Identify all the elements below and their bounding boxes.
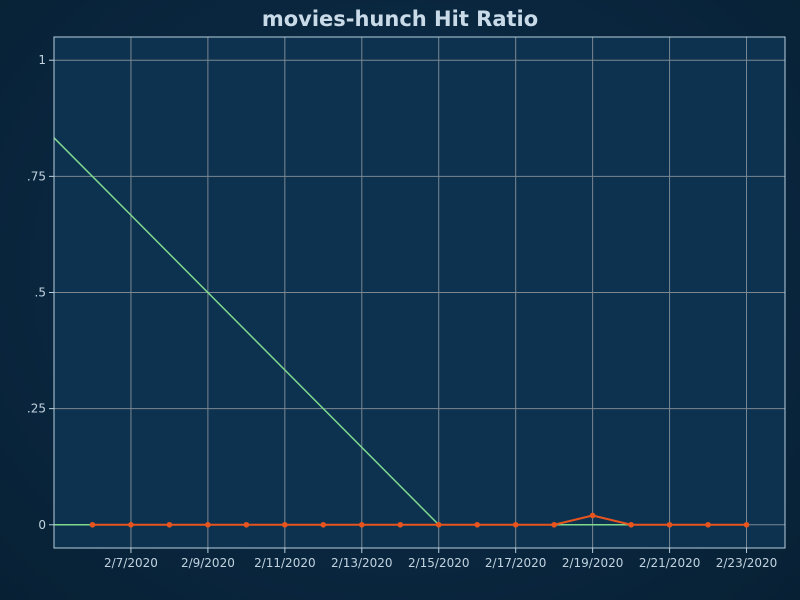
data-point[interactable] [705,521,711,528]
y-tick-label: 0 [38,518,46,532]
data-point[interactable] [282,521,288,528]
data-point[interactable] [474,521,481,528]
data-point[interactable] [358,521,365,528]
data-point[interactable] [243,521,250,528]
data-point[interactable] [666,521,673,528]
data-point[interactable] [397,521,404,528]
x-tick-label: 2/7/2020 [104,556,158,570]
data-point[interactable] [166,521,173,528]
data-point[interactable] [205,521,211,528]
data-point[interactable] [435,521,442,528]
y-tick-label: 1 [38,53,46,67]
data-point[interactable] [320,521,327,528]
x-tick-label: 2/9/2020 [181,556,235,570]
series-line [53,137,440,526]
x-tick-label: 2/19/2020 [562,556,624,570]
data-point[interactable] [551,521,557,528]
data-point[interactable] [589,512,596,519]
data-point[interactable] [128,521,134,528]
x-tick-label: 2/21/2020 [639,556,701,570]
chart-title: movies-hunch Hit Ratio [262,7,538,31]
data-point[interactable] [512,521,519,528]
x-tick-label: 2/13/2020 [331,556,393,570]
plot-border [53,36,786,549]
x-tick-label: 2/15/2020 [408,556,470,570]
axis-tick-labels: 2/7/2020 2/9/2020 2/11/2020 2/13/2020 2/15/2… [27,53,777,570]
x-tick-label: 2/11/2020 [254,556,316,570]
y-tick-label: .75 [27,169,46,183]
series-line [92,514,747,526]
y-tick-label: .25 [27,402,46,416]
y-tick-label: .5 [35,286,46,300]
data-point[interactable] [89,521,96,528]
x-tick-label: 2/17/2020 [485,556,547,570]
data-point[interactable] [743,521,750,528]
series-layer [53,137,750,528]
data-point[interactable] [628,521,634,528]
x-tick-label: 2/23/2020 [716,556,778,570]
